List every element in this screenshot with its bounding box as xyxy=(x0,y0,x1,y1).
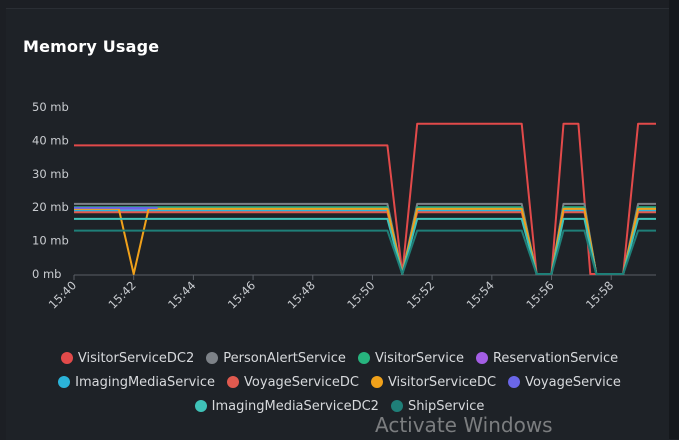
legend-swatch-icon xyxy=(357,352,370,364)
y-tick-label: 50 mb xyxy=(32,100,69,114)
series-line-visitorservicedc2[interactable] xyxy=(74,122,656,275)
y-tick-label: 0 mb xyxy=(32,267,61,281)
legend-swatch-icon xyxy=(194,400,207,412)
series-line-voyageservicedc[interactable] xyxy=(74,211,656,275)
chart-series xyxy=(74,122,656,275)
series-line-imagingmediaservice[interactable] xyxy=(74,209,656,275)
legend-swatch-icon xyxy=(390,400,403,412)
legend-swatch-icon xyxy=(60,352,73,364)
legend-swatch-icon xyxy=(58,376,71,388)
legend-label: ReservationService xyxy=(492,350,619,366)
legend-label: PersonAlertService xyxy=(223,350,346,366)
legend-item-imagingmediaservicedc2[interactable]: ImagingMediaServiceDC2 xyxy=(194,398,379,414)
legend-item-voyageservicedc[interactable]: VoyageServiceDC xyxy=(227,375,359,390)
x-tick-label: 15:54 xyxy=(464,278,497,311)
chart-legend: VisitorServiceDC2 PersonAlertService Visit… xyxy=(0,346,679,418)
legend-swatch-icon xyxy=(508,376,521,388)
legend-label: VisitorService xyxy=(374,350,464,366)
activation-watermark: Activate Windows xyxy=(375,413,553,437)
legend-item-reservationservice[interactable]: ReservationService xyxy=(475,350,619,366)
legend-swatch-icon xyxy=(227,376,240,388)
series-line-shipservice[interactable] xyxy=(74,229,656,275)
x-tick-label: 15:40 xyxy=(46,278,79,311)
legend-swatch-icon xyxy=(206,352,219,364)
legend-row: VisitorServiceDC2 PersonAlertService Visit… xyxy=(0,346,679,370)
x-tick-label: 15:42 xyxy=(105,278,138,311)
legend-label: ImagingMediaServiceDC2 xyxy=(211,398,379,414)
memory-usage-chart[interactable]: 0 mb 10 mb 20 mb 30 mb 40 mb 50 mb 15:40 15:42 1… xyxy=(0,0,679,346)
x-tick-label: 15:44 xyxy=(165,278,198,311)
legend-item-voyageservice[interactable]: VoyageService xyxy=(508,375,621,390)
legend-label: ImagingMediaService xyxy=(75,374,216,390)
legend-row: ImagingMediaService VoyageServiceDC Visito… xyxy=(0,370,679,394)
y-tick-label: 10 mb xyxy=(32,234,69,248)
legend-swatch-icon xyxy=(370,376,383,388)
legend-label: VisitorServiceDC xyxy=(387,374,497,390)
legend-label: ShipService xyxy=(407,398,485,414)
series-line-imagingmediaservicedc2[interactable] xyxy=(74,217,656,275)
series-line-personalertservice[interactable] xyxy=(74,202,656,275)
chart-axes xyxy=(73,274,656,280)
legend-item-visitorservicedc2[interactable]: VisitorServiceDC2 xyxy=(60,350,195,366)
legend-label: VisitorServiceDC2 xyxy=(77,350,195,366)
y-tick-label: 20 mb xyxy=(32,200,69,214)
legend-label: VoyageServiceDC xyxy=(244,374,359,390)
legend-row: ImagingMediaServiceDC2 ShipService xyxy=(0,394,679,418)
y-tick-label: 30 mb xyxy=(32,167,69,181)
legend-item-visitorservicedc[interactable]: VisitorServiceDC xyxy=(370,374,497,390)
x-tick-label: 15:46 xyxy=(225,278,258,311)
panel-title: Memory Usage xyxy=(23,37,160,56)
y-tick-label: 40 mb xyxy=(32,133,69,147)
legend-item-personalertservice[interactable]: PersonAlertService xyxy=(206,351,346,366)
legend-swatch-icon xyxy=(475,352,488,364)
legend-label: VoyageService xyxy=(525,374,621,390)
x-tick-label: 15:52 xyxy=(404,278,437,311)
legend-item-shipservice[interactable]: ShipService xyxy=(390,398,485,414)
x-tick-label: 15:56 xyxy=(523,278,556,311)
x-tick-label: 15:48 xyxy=(285,278,318,311)
x-tick-label: 15:58 xyxy=(583,278,616,311)
legend-item-visitorservice[interactable]: VisitorService xyxy=(357,350,464,366)
window-edge xyxy=(669,0,679,439)
legend-item-imagingmediaservice[interactable]: ImagingMediaService xyxy=(58,375,215,390)
chart-tick-labels: 0 mb 10 mb 20 mb 30 mb 40 mb 50 mb 15:40 15:42 1… xyxy=(32,100,616,312)
x-tick-label: 15:50 xyxy=(344,278,377,311)
series-line-visitorservice[interactable] xyxy=(74,206,656,275)
